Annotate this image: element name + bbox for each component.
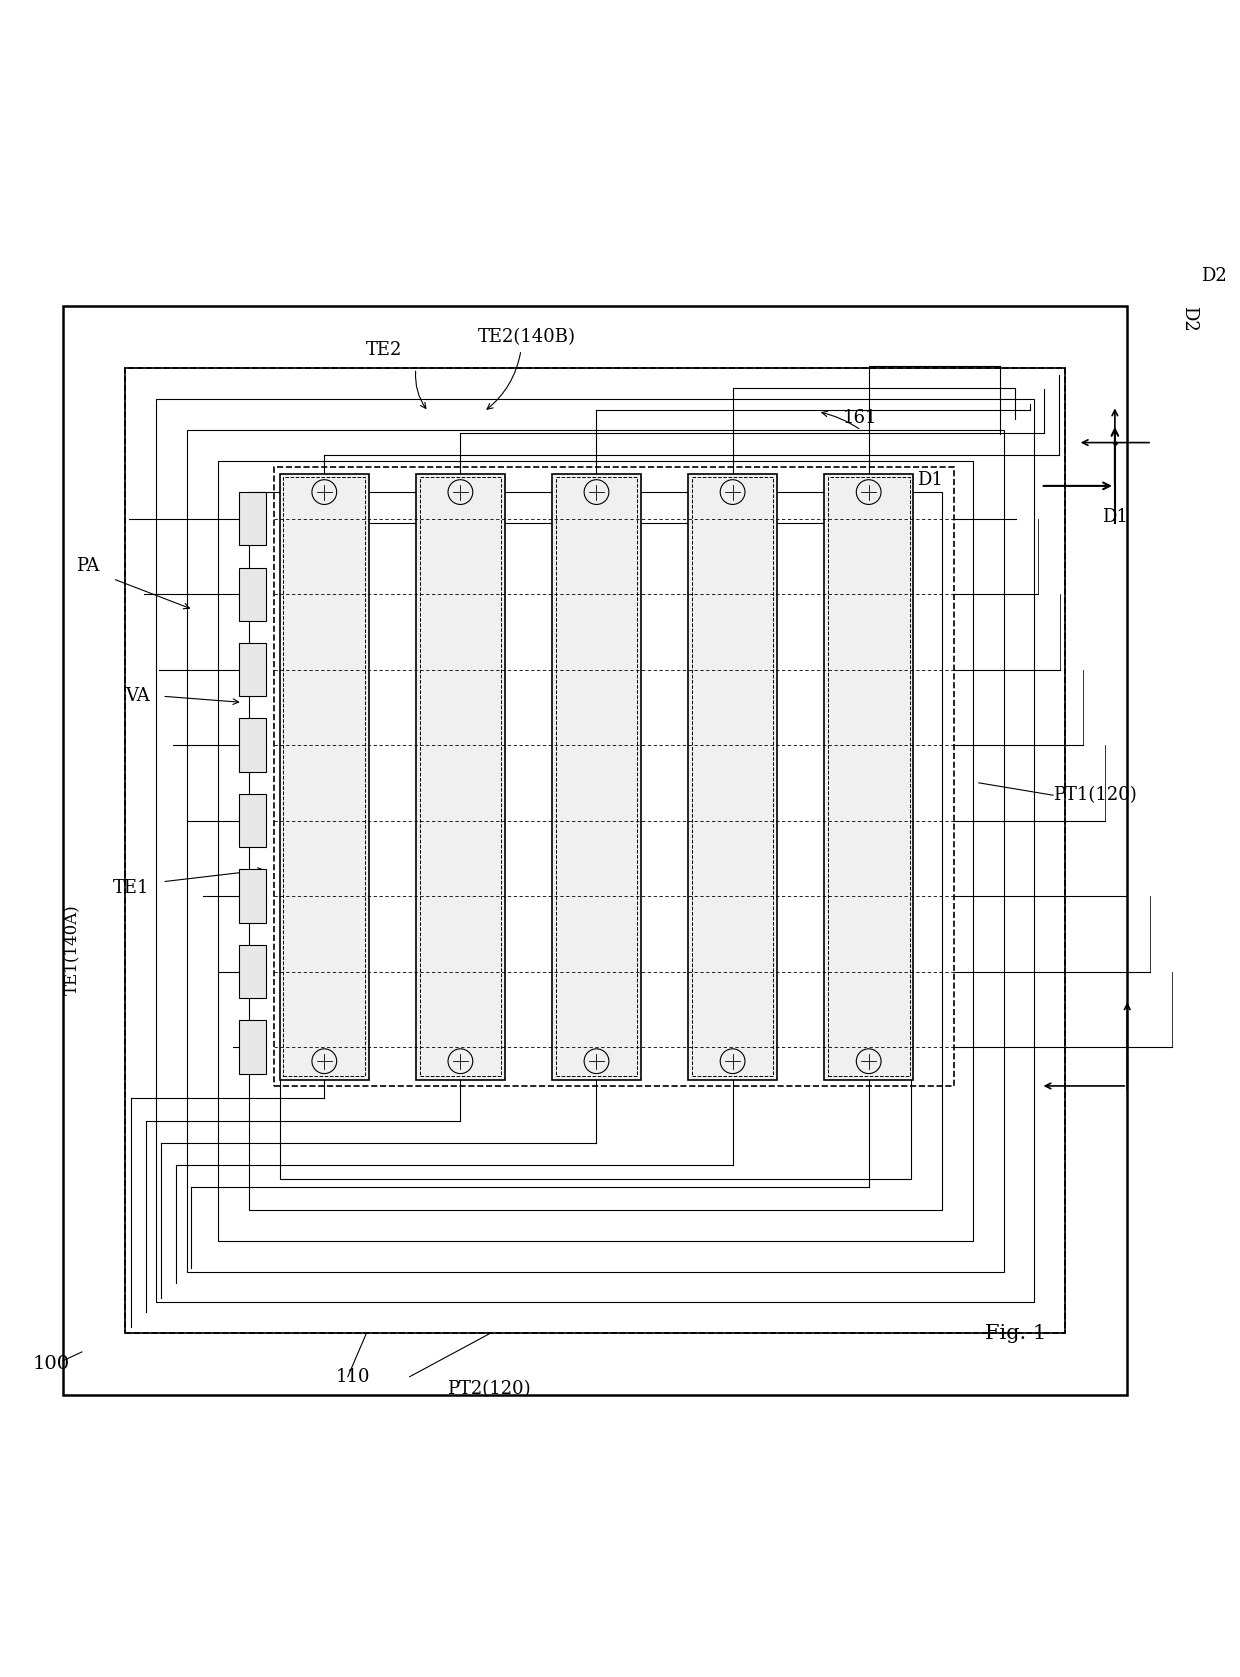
Bar (239, 869, 267, 922)
Bar (280, 473, 368, 1080)
Bar (239, 718, 267, 771)
Text: 110: 110 (336, 1368, 370, 1385)
Text: PT1(120): PT1(120) (1053, 787, 1137, 805)
Bar (239, 491, 267, 545)
Text: D2: D2 (1202, 267, 1228, 285)
Bar (828, 478, 909, 1077)
Text: PA: PA (76, 557, 99, 575)
Bar (692, 478, 774, 1077)
Bar (274, 468, 954, 1087)
Bar (825, 473, 913, 1080)
Bar (284, 478, 365, 1077)
Bar (125, 369, 1065, 1333)
Bar (239, 567, 267, 620)
Bar (187, 431, 1003, 1271)
Text: Fig. 1: Fig. 1 (986, 1323, 1047, 1343)
Bar (280, 523, 910, 1179)
Bar (239, 944, 267, 998)
Bar (239, 642, 267, 696)
Text: TE1: TE1 (113, 879, 149, 897)
Bar (239, 1020, 267, 1073)
Bar (249, 491, 941, 1209)
Bar (556, 478, 637, 1077)
Bar (156, 399, 1034, 1303)
Text: TE2(140B): TE2(140B) (477, 329, 575, 347)
Bar (63, 307, 1127, 1395)
Bar (688, 473, 777, 1080)
Bar (125, 369, 1065, 1333)
Text: TE1(140A): TE1(140A) (63, 904, 81, 994)
Text: 100: 100 (32, 1355, 69, 1373)
Text: TE2: TE2 (366, 340, 403, 359)
Text: D1: D1 (1102, 508, 1128, 527)
Text: D1: D1 (916, 471, 942, 488)
Bar (415, 473, 505, 1080)
Text: PT2(120): PT2(120) (446, 1380, 531, 1399)
Bar (552, 473, 641, 1080)
Text: VA: VA (125, 688, 150, 706)
Text: D2: D2 (1180, 305, 1198, 332)
Bar (419, 478, 501, 1077)
Bar (239, 793, 267, 847)
Bar (218, 461, 972, 1241)
Text: 161: 161 (843, 409, 877, 428)
